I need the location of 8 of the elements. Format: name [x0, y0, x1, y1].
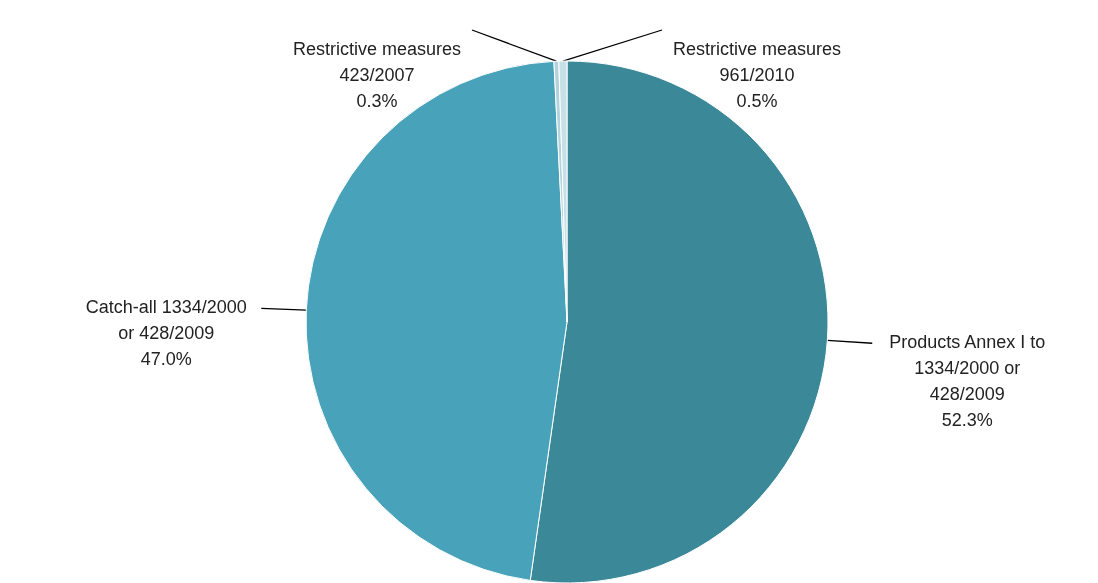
slice-label: Catch-all 1334/2000 or 428/2009 [85, 297, 247, 344]
slice-label: Products Annex I to 1334/2000 or 428/2009 [889, 332, 1046, 405]
data-label: 0.3% [356, 91, 398, 111]
data-label: 47.0% [140, 349, 192, 370]
data-label: 52.3% [941, 410, 993, 431]
slice-label: Restrictive measures 961/2010 [672, 39, 842, 85]
slice-label: Restrictive measures 423/2007 [292, 39, 462, 85]
data-label: 0.5% [736, 91, 778, 111]
